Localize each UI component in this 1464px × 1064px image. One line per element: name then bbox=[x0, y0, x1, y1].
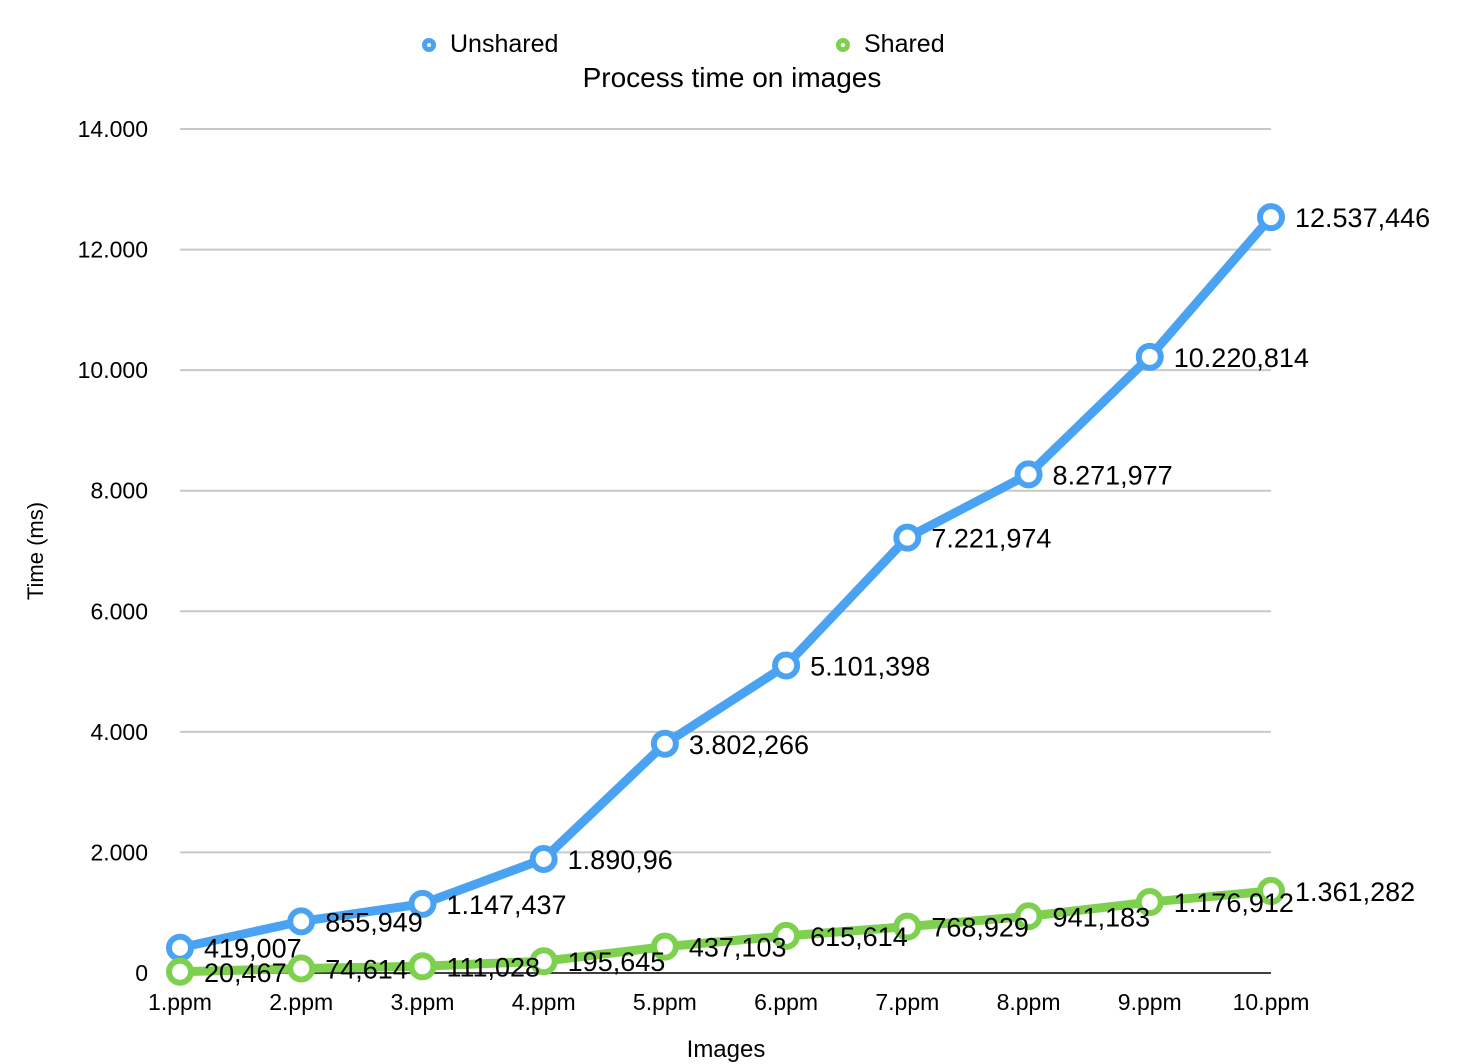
legend-label-shared: Shared bbox=[864, 30, 945, 58]
data-label-unshared: 419,007 bbox=[204, 934, 302, 964]
y-axis-label: Time (ms) bbox=[23, 501, 48, 601]
x-tick-label: 6.ppm bbox=[754, 989, 818, 1015]
y-tick-label: 8.000 bbox=[90, 478, 148, 504]
data-point-shared bbox=[408, 952, 437, 981]
data-point-unshared bbox=[1257, 203, 1285, 232]
data-point-shared bbox=[1257, 876, 1285, 905]
data-point-shared bbox=[893, 912, 922, 941]
legend: Unshared Shared bbox=[0, 30, 1464, 62]
y-tick-label: 14.000 bbox=[78, 116, 148, 142]
x-tick-label: 3.ppm bbox=[390, 989, 454, 1015]
data-label-unshared: 10.220,814 bbox=[1174, 343, 1309, 373]
data-label-unshared: 855,949 bbox=[325, 907, 423, 937]
y-tick-label: 10.000 bbox=[78, 357, 148, 383]
legend-label-unshared: Unshared bbox=[450, 30, 559, 58]
data-point-unshared bbox=[1014, 460, 1043, 489]
data-label-shared: 1.176,912 bbox=[1174, 888, 1294, 918]
x-tick-label: 10.ppm bbox=[1233, 989, 1310, 1015]
data-label-shared: 1.361,282 bbox=[1295, 877, 1415, 907]
data-label-shared: 74,614 bbox=[325, 955, 408, 985]
data-point-shared bbox=[529, 947, 558, 976]
x-tick-label: 7.ppm bbox=[875, 989, 939, 1015]
data-label-shared: 768,929 bbox=[931, 913, 1029, 943]
series-line-shared bbox=[175, 886, 1276, 977]
y-tick-label: 6.000 bbox=[90, 598, 148, 624]
data-point-unshared bbox=[1135, 342, 1164, 371]
x-tick-label: 8.ppm bbox=[997, 989, 1061, 1015]
legend-marker-shared-icon bbox=[836, 37, 850, 52]
y-tick-label: 4.000 bbox=[90, 719, 148, 745]
data-point-shared bbox=[1135, 888, 1164, 917]
data-label-unshared: 12.537,446 bbox=[1295, 203, 1430, 233]
legend-marker-unshared-icon bbox=[422, 37, 436, 52]
data-label-unshared: 1.890,96 bbox=[568, 845, 673, 875]
data-label-unshared: 8.271,977 bbox=[1053, 460, 1173, 490]
x-tick-label: 9.ppm bbox=[1118, 989, 1182, 1015]
x-tick-label: 2.ppm bbox=[269, 989, 333, 1015]
series-line-unshared bbox=[175, 212, 1276, 953]
data-point-unshared bbox=[287, 907, 316, 936]
data-label-unshared: 5.101,398 bbox=[810, 651, 930, 681]
data-point-unshared bbox=[408, 889, 437, 918]
chart-title: Process time on images bbox=[582, 62, 882, 93]
x-tick-label: 1.ppm bbox=[148, 989, 212, 1015]
legend-item-unshared[interactable]: Unshared bbox=[422, 30, 558, 59]
x-axis-label: Images bbox=[686, 1036, 766, 1063]
data-point-shared bbox=[166, 957, 194, 986]
y-tick-label: 12.000 bbox=[78, 237, 148, 263]
data-point-shared bbox=[287, 954, 316, 983]
data-label-unshared: 1.147,437 bbox=[446, 890, 566, 920]
data-point-unshared bbox=[893, 523, 922, 552]
data-label-shared: 437,103 bbox=[689, 933, 787, 963]
data-point-shared bbox=[772, 921, 801, 950]
x-tick-label: 4.ppm bbox=[512, 989, 576, 1015]
data-label-shared: 941,183 bbox=[1053, 902, 1151, 932]
data-label-unshared: 3.802,266 bbox=[689, 730, 809, 760]
data-point-shared bbox=[650, 932, 679, 961]
data-label-unshared: 7.221,974 bbox=[931, 524, 1051, 554]
data-point-shared bbox=[1014, 902, 1043, 931]
x-tick-label: 5.ppm bbox=[633, 989, 697, 1015]
data-point-unshared bbox=[529, 845, 558, 874]
data-label-shared: 195,645 bbox=[568, 947, 666, 977]
y-tick-label: 2.000 bbox=[90, 839, 148, 865]
data-point-unshared bbox=[772, 651, 801, 680]
data-point-unshared bbox=[650, 729, 679, 758]
data-point-unshared bbox=[166, 933, 194, 962]
data-label-shared: 20,467 bbox=[204, 958, 287, 988]
y-tick-label: 0 bbox=[135, 960, 148, 986]
data-label-shared: 615,614 bbox=[810, 922, 908, 952]
data-label-shared: 111,028 bbox=[446, 952, 540, 982]
legend-item-shared[interactable]: Shared bbox=[836, 30, 945, 59]
